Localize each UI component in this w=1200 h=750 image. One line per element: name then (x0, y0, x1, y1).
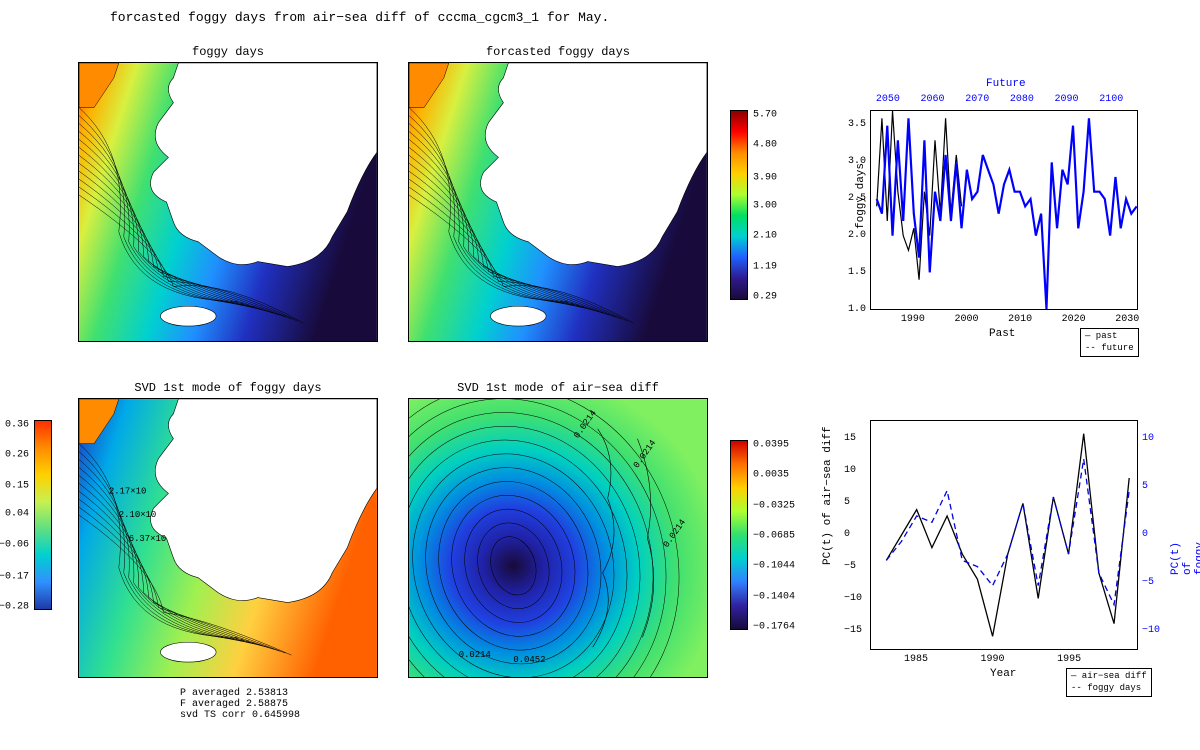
x-tick: 1985 (904, 654, 928, 665)
y-tick: −10 (844, 593, 862, 604)
x-tick: 1990 (901, 314, 925, 325)
colorbar-tick: −0.28 (0, 602, 29, 613)
svg-text:2.17×10: 2.17×10 (109, 486, 146, 496)
colorbar-tick: −0.17 (0, 571, 29, 582)
x-tick-top: 2070 (965, 94, 989, 105)
colorbar-tick: 0.0035 (753, 470, 789, 481)
y-tick: 1.0 (848, 304, 866, 315)
y-tick-right: 5 (1142, 481, 1148, 492)
x-tick-top: 2050 (876, 94, 900, 105)
contour-map-icon (79, 63, 377, 341)
svg-text:0.0214: 0.0214 (459, 650, 491, 660)
colorbar-tick: −0.1764 (753, 622, 795, 633)
colorbar-tick: 3.00 (753, 201, 777, 212)
y-tick: 3.5 (848, 119, 866, 130)
y-axis-label: foggy days (855, 163, 867, 229)
y-tick-right: 0 (1142, 529, 1148, 540)
x-tick: 1995 (1057, 654, 1081, 665)
x-tick-top: 2100 (1099, 94, 1123, 105)
y-tick-right: −5 (1142, 577, 1154, 588)
colorbar-foggy-days: 5.704.803.903.002.101.190.29 (730, 110, 748, 300)
colorbar-tick: −0.06 (0, 539, 29, 550)
x-tick: 1990 (981, 654, 1005, 665)
x-axis-label: Year (990, 668, 1016, 680)
colorbar-tick: −0.1404 (753, 591, 795, 602)
legend: — air−sea diff-- foggy days (1066, 668, 1152, 697)
x-tick-top: 2090 (1055, 94, 1079, 105)
colorbar-tick: 3.90 (753, 172, 777, 183)
colorbar-tick: 1.19 (753, 261, 777, 272)
page-title: forcasted foggy days from air−sea diff o… (110, 10, 609, 25)
contour-map-icon (409, 63, 707, 341)
colorbar-tick: 4.80 (753, 140, 777, 151)
timeseries-foggy-days (870, 110, 1138, 310)
legend-item: -- future (1085, 343, 1134, 355)
colorbar-tick: −0.1044 (753, 561, 795, 572)
colorbar-tick: −0.0325 (753, 500, 795, 511)
map-forecasted-foggy-days: forcasted foggy days (408, 62, 708, 342)
map-foggy-days: foggy days (78, 62, 378, 342)
panel-title: foggy days (192, 45, 264, 59)
svg-text:6.37×10: 6.37×10 (129, 534, 166, 544)
y-tick: 15 (844, 433, 856, 444)
x-tick: 2010 (1008, 314, 1032, 325)
svg-text:0.0452: 0.0452 (513, 655, 545, 665)
legend: — past-- future (1080, 328, 1139, 357)
line-chart-icon (871, 421, 1137, 649)
panel-title: SVD 1st mode of air−sea diff (457, 381, 659, 395)
colorbar-tick: 0.26 (5, 450, 29, 461)
colorbar-tick: 0.04 (5, 509, 29, 520)
x-tick: 2020 (1062, 314, 1086, 325)
contour-map-icon: 0.02140.02140.02140.04520.0214 (409, 399, 707, 677)
colorbar-tick: 0.36 (5, 419, 29, 430)
colorbar-tick: 0.0395 (753, 439, 789, 450)
y-tick: 10 (844, 465, 856, 476)
y-axis-label-left: PC(t) of air−sea diff (822, 426, 834, 565)
y-tick: −5 (844, 561, 856, 572)
y-tick: 5 (844, 497, 850, 508)
legend-item: -- foggy days (1071, 683, 1147, 695)
x-axis-label: Past (989, 328, 1015, 340)
timeseries-pc (870, 420, 1138, 650)
legend-item: — past (1085, 331, 1134, 343)
panel-title: SVD 1st mode of foggy days (134, 381, 321, 395)
colorbar-tick: 2.10 (753, 231, 777, 242)
y-tick-right: −10 (1142, 625, 1160, 636)
colorbar-tick: 0.15 (5, 480, 29, 491)
stat-line: P averaged 2.53813 (180, 688, 300, 699)
map-svd-foggy: SVD 1st mode of foggy days 2.17×102.10×1… (78, 398, 378, 678)
stat-line: F averaged 2.58875 (180, 699, 300, 710)
map-svd-airsea: SVD 1st mode of air−sea diff 0.02140.021… (408, 398, 708, 678)
x-tick: 2030 (1115, 314, 1139, 325)
x-tick-top: 2060 (921, 94, 945, 105)
y-tick: 2.0 (848, 230, 866, 241)
panel-title: forcasted foggy days (486, 45, 630, 59)
colorbar-svd-foggy: 0.360.260.150.04−0.06−0.17−0.28 (34, 420, 52, 610)
contour-map-icon: 2.17×10 2.10×10 6.37×10 (79, 399, 377, 677)
colorbar-svd-airsea: 0.03950.0035−0.0325−0.0685−0.1044−0.1404… (730, 440, 748, 630)
colorbar-tick: 5.70 (753, 109, 777, 120)
y-tick: 1.5 (848, 267, 866, 278)
y-axis-label-right: PC(t) of foggy days (1170, 542, 1200, 575)
x-tick: 2000 (954, 314, 978, 325)
x-axis-label-top: Future (986, 78, 1026, 90)
line-chart-icon (871, 111, 1137, 309)
y-tick: −15 (844, 625, 862, 636)
colorbar-tick: −0.0685 (753, 531, 795, 542)
legend-item: — air−sea diff (1071, 671, 1147, 683)
svg-text:2.10×10: 2.10×10 (119, 510, 156, 520)
stat-line: svd TS corr 0.645998 (180, 710, 300, 721)
colorbar-tick: 0.29 (753, 292, 777, 303)
x-tick-top: 2080 (1010, 94, 1034, 105)
stats-footer: P averaged 2.53813F averaged 2.58875svd … (180, 688, 300, 721)
y-tick: 0 (844, 529, 850, 540)
y-tick-right: 10 (1142, 433, 1154, 444)
